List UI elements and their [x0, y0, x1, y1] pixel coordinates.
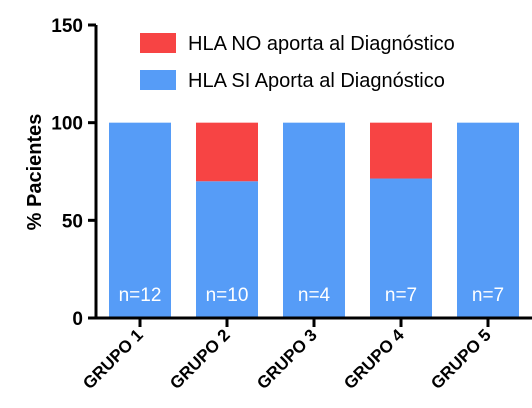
y-tick-label: 0 — [72, 309, 83, 330]
bar-segment-si-2 — [196, 181, 258, 318]
bars-layer: n=12 n=10 n=4 n=7 n=7 — [109, 122, 519, 319]
x-category-label: GRUPO 3 — [253, 325, 321, 393]
y-axis-title: % Pacientes — [24, 114, 46, 231]
y-tick-label: 50 — [62, 211, 83, 232]
legend: HLA NO aporta al Diagnóstico HLA SI Aport… — [140, 33, 455, 92]
legend-label: HLA NO aporta al Diagnóstico — [188, 33, 455, 55]
bar-segment-no-2 — [196, 122, 258, 182]
y-tick-label: 150 — [51, 16, 83, 37]
bar-segment-si-3 — [283, 122, 345, 319]
x-category-label: GRUPO 2 — [166, 325, 234, 393]
legend-swatch — [140, 33, 176, 53]
legend-swatch — [140, 70, 176, 90]
legend-label: HLA SI Aporta al Diagnóstico — [188, 70, 445, 92]
x-category-label: GRUPO 1 — [79, 325, 147, 393]
bar-segment-si-1 — [109, 122, 171, 319]
x-category-label: GRUPO 4 — [340, 325, 408, 393]
bar-count-label: n=4 — [298, 285, 331, 306]
bar-count-label: n=7 — [472, 285, 504, 306]
bar-segment-si-4 — [370, 178, 432, 318]
bar-count-label: n=10 — [206, 285, 249, 306]
bar-segment-no-4 — [370, 122, 432, 179]
bar-count-label: n=7 — [385, 285, 417, 306]
bar-segment-si-5 — [457, 122, 519, 319]
x-category-label: GRUPO 5 — [427, 325, 495, 393]
bar-count-label: n=12 — [119, 285, 162, 306]
y-tick-label: 100 — [51, 114, 83, 135]
